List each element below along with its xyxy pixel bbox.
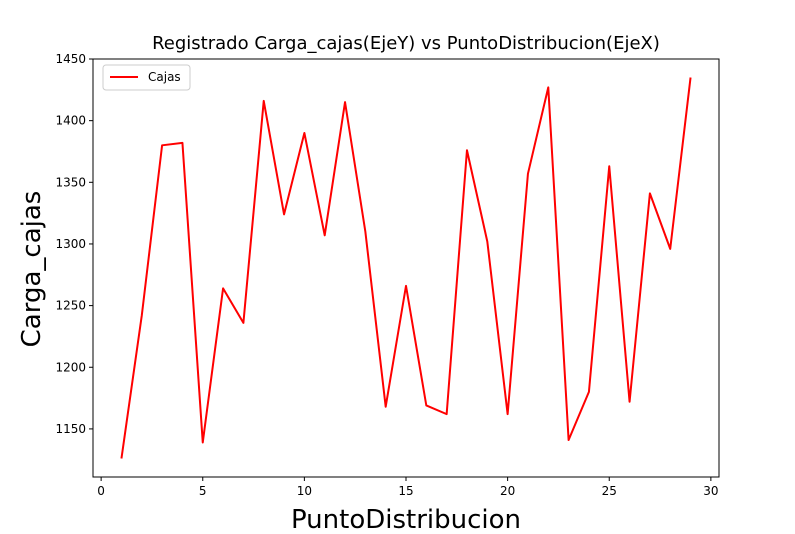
data-point (629, 401, 631, 403)
data-point (425, 404, 427, 406)
data-point (364, 231, 366, 233)
data-point (466, 149, 468, 151)
data-point (141, 314, 143, 316)
x-axis-label: PuntoDistribucion (291, 505, 521, 534)
x-axis: 0 5 10 15 20 25 30 (97, 477, 719, 498)
x-tick-label: 25 (602, 484, 617, 498)
y-axis: 1150 1200 1250 1300 1350 1400 1450 (55, 52, 93, 436)
x-tick-label: 10 (297, 484, 312, 498)
data-point (120, 458, 122, 460)
data-point (161, 144, 163, 146)
y-tick-label: 1400 (55, 114, 86, 128)
data-point (324, 234, 326, 236)
data-point (486, 240, 488, 242)
data-point (649, 192, 651, 194)
data-point (303, 132, 305, 134)
x-tick-label: 20 (500, 484, 515, 498)
data-point (690, 77, 692, 79)
chart-title: Registrado Carga_cajas(EjeY) vs PuntoDis… (152, 33, 660, 54)
y-tick-label: 1300 (55, 237, 86, 251)
series-layer (120, 77, 692, 460)
legend: Cajas (102, 64, 191, 91)
y-tick-label: 1350 (55, 175, 86, 189)
y-tick-label: 1250 (55, 299, 86, 313)
data-point (385, 406, 387, 408)
data-point (507, 413, 509, 415)
data-point (608, 165, 610, 167)
data-point (222, 287, 224, 289)
y-tick-label: 1200 (55, 360, 86, 374)
y-tick-label: 1150 (55, 422, 86, 436)
plot-area: 0 5 10 15 20 25 30 1150 1200 1250 1300 1350 1400 145… (55, 52, 720, 498)
legend-box (102, 64, 191, 91)
x-tick-label: 0 (97, 484, 105, 498)
data-point (446, 413, 448, 415)
x-tick-label: 5 (199, 484, 207, 498)
data-point (547, 86, 549, 88)
data-point (568, 439, 570, 441)
data-point (242, 322, 244, 324)
data-point (283, 213, 285, 215)
y-tick-label: 1450 (55, 52, 86, 66)
data-point (344, 101, 346, 103)
data-point (669, 248, 671, 250)
y-axis-label: Carga_cajas (17, 191, 47, 348)
x-tick-label: 30 (703, 484, 718, 498)
data-point (588, 391, 590, 393)
x-tick-label: 15 (398, 484, 413, 498)
data-point (263, 100, 265, 102)
data-point (202, 441, 204, 443)
data-point (181, 142, 183, 144)
legend-label-cajas: Cajas (148, 70, 181, 84)
data-point (527, 173, 529, 175)
data-point (405, 285, 407, 287)
series-line-cajas (120, 77, 692, 459)
